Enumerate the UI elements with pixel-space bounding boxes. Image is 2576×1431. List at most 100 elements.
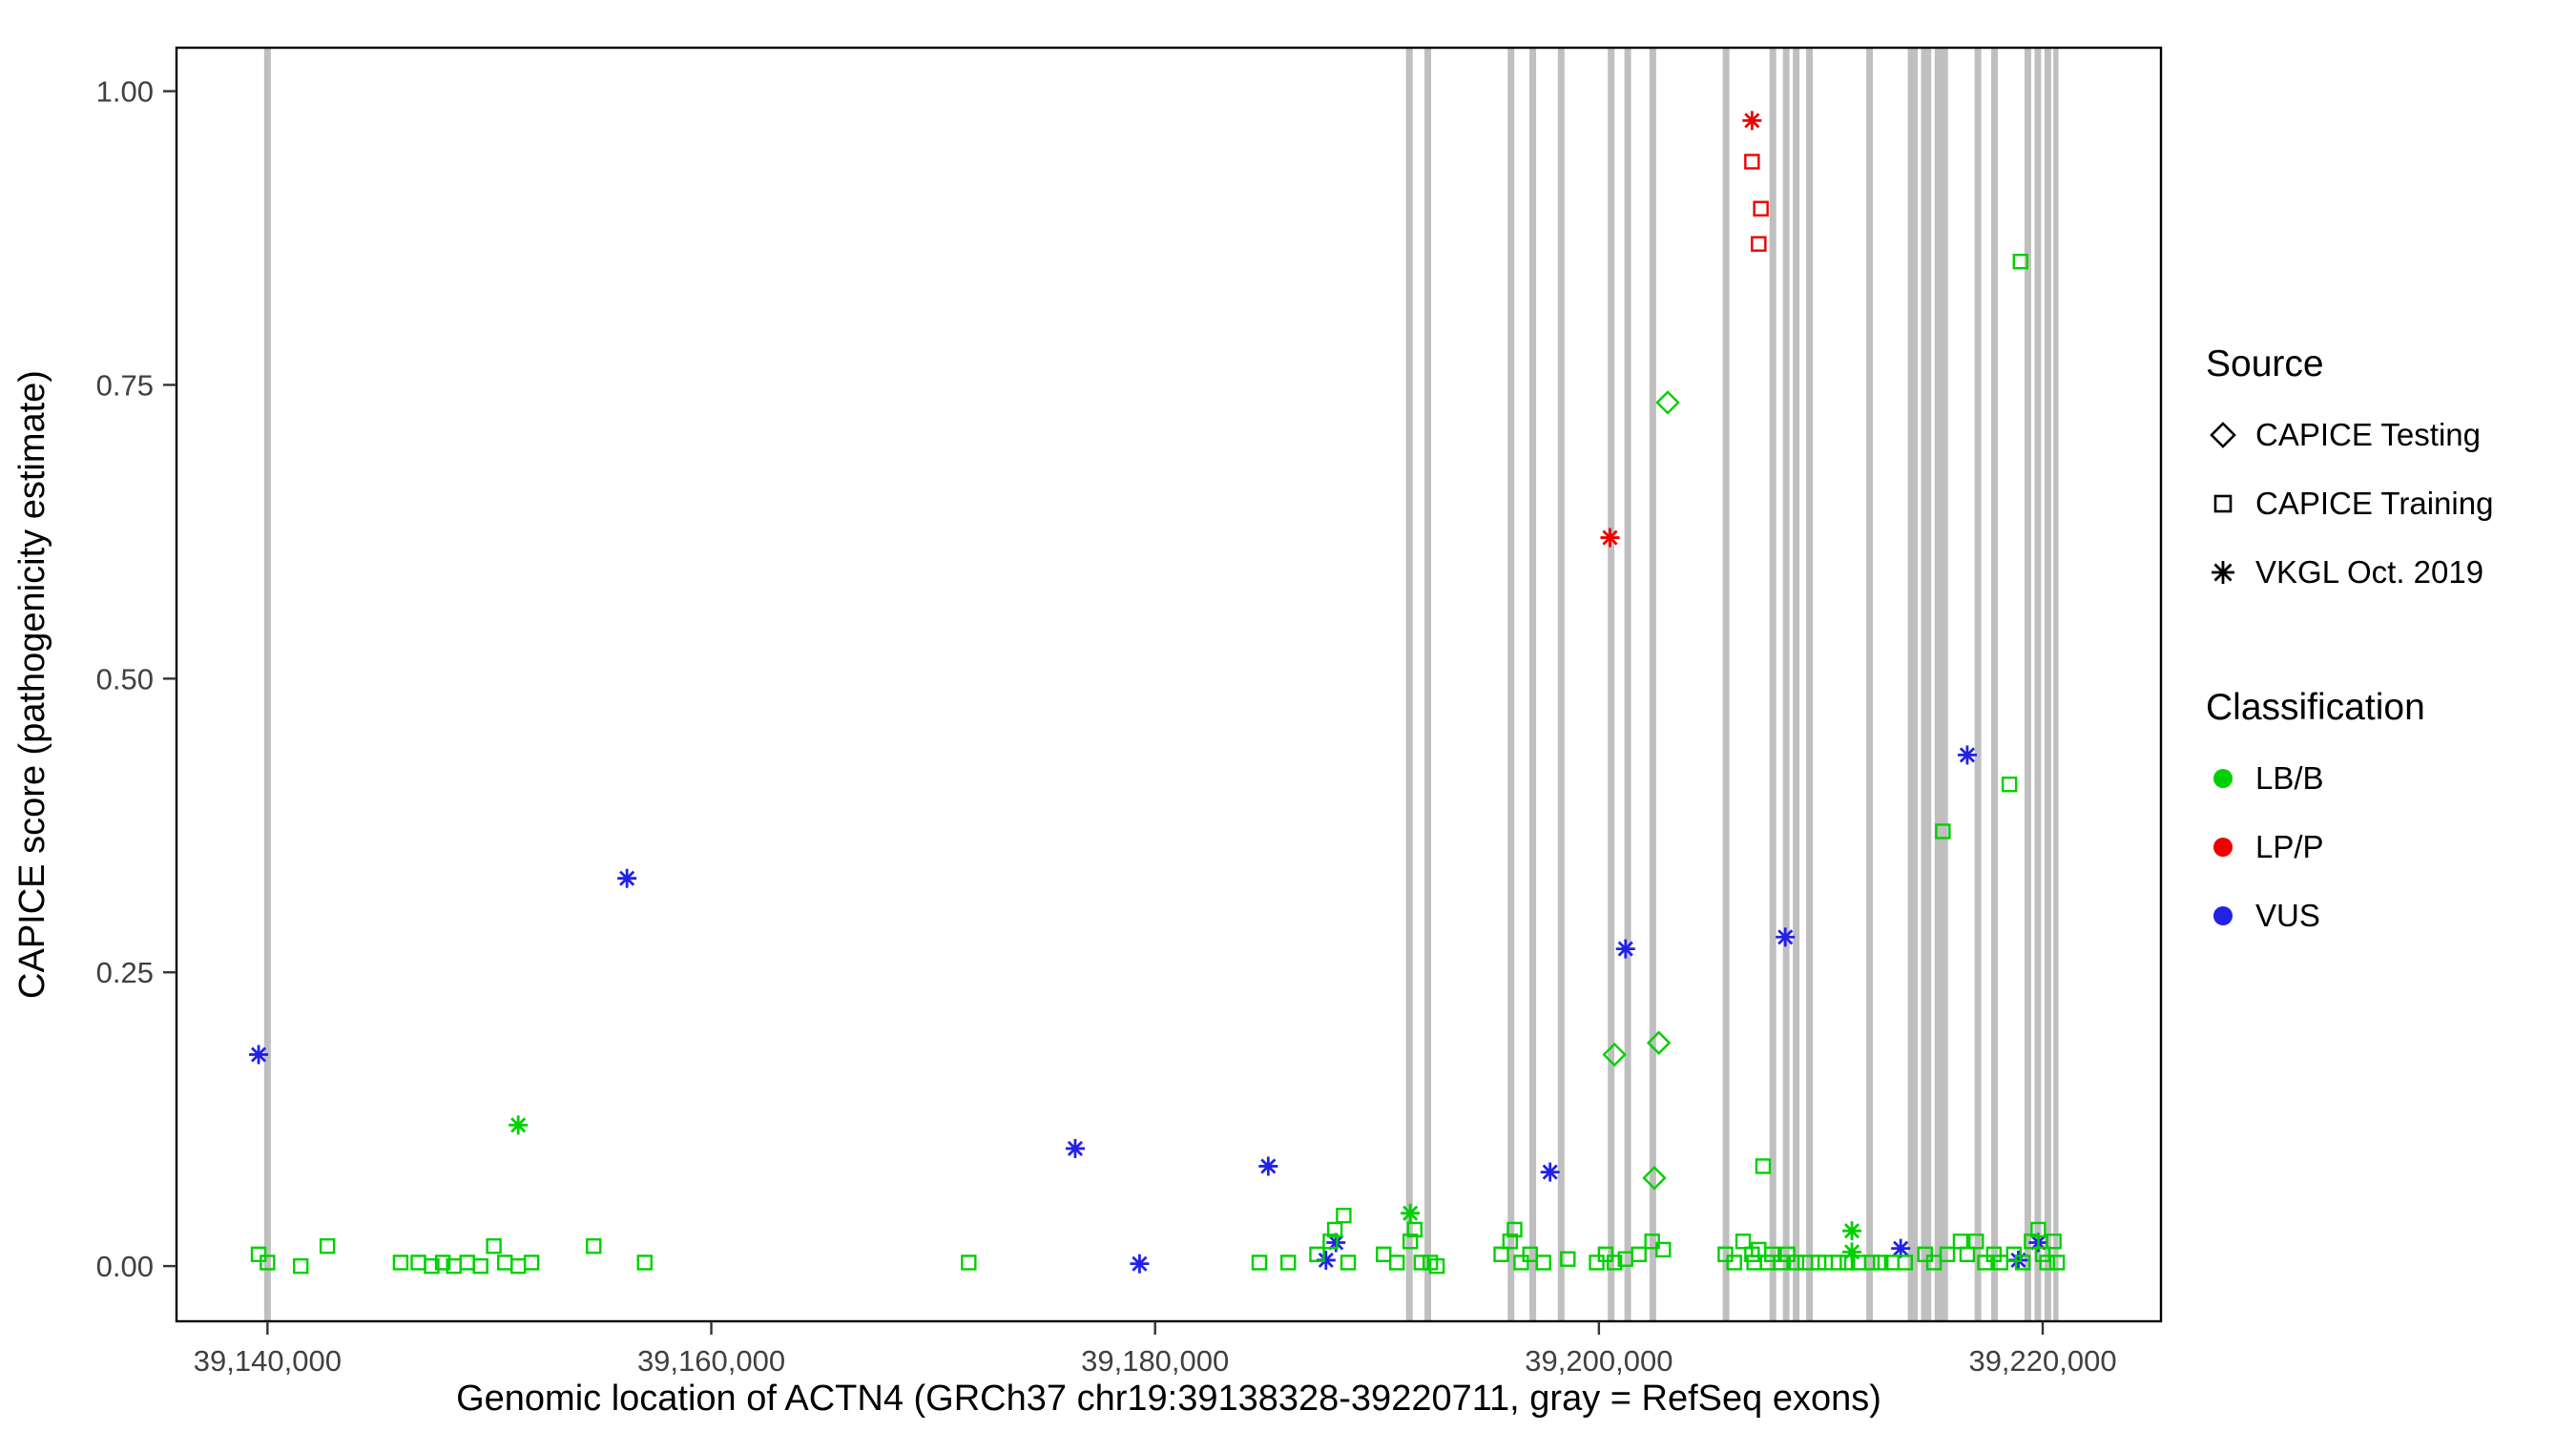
legend-item-vkgl: VKGL Oct. 2019 xyxy=(2206,538,2493,607)
data-point-square xyxy=(1764,1246,1780,1263)
data-point-square xyxy=(1935,823,1951,840)
data-point-asterisk xyxy=(1401,1203,1421,1223)
exon-bar xyxy=(1907,48,1919,1321)
data-point-square xyxy=(1992,1255,2009,1271)
data-point-square xyxy=(2034,1246,2051,1263)
exon-bar xyxy=(2024,48,2031,1321)
data-point-asterisk xyxy=(1776,927,1796,947)
data-point-square xyxy=(1644,1234,1660,1250)
lbb-color-dot-icon xyxy=(2206,761,2255,796)
data-point-asterisk xyxy=(1130,1254,1150,1274)
data-point-square xyxy=(1309,1246,1325,1263)
data-point-square xyxy=(1717,1246,1734,1263)
legend-item-label: CAPICE Testing xyxy=(2255,417,2481,452)
data-point-square xyxy=(1428,1257,1445,1275)
data-point-asterisk xyxy=(509,1115,529,1135)
exon-bar xyxy=(1866,48,1874,1321)
legend-spacer xyxy=(2206,607,2493,687)
data-point-square xyxy=(1753,200,1769,217)
data-point-asterisk xyxy=(1742,111,1762,131)
legend-item-lpp: LP/P xyxy=(2206,813,2493,881)
data-point-square xyxy=(1597,1246,1614,1263)
exon-bar xyxy=(1934,48,1948,1321)
diamond-icon xyxy=(2206,418,2255,452)
exon-bar xyxy=(1557,48,1565,1321)
exon-bar xyxy=(1782,48,1790,1321)
exon-bar xyxy=(1507,48,1515,1321)
data-point-square xyxy=(1917,1246,1933,1263)
legend-classification-title: Classification xyxy=(2206,687,2425,728)
exon-bar xyxy=(1649,48,1656,1321)
data-point-square xyxy=(1493,1246,1509,1263)
data-point-square xyxy=(1830,1255,1847,1271)
data-point-square xyxy=(1779,1246,1796,1263)
data-point-square xyxy=(1522,1246,1538,1263)
data-point-square xyxy=(1280,1255,1297,1271)
data-point-square xyxy=(1406,1221,1423,1238)
data-point-square xyxy=(1336,1207,1352,1224)
data-point-square xyxy=(2048,1255,2066,1271)
data-point-diamond xyxy=(1642,1166,1667,1191)
data-point-asterisk xyxy=(1065,1138,1085,1158)
data-point-square xyxy=(509,1257,527,1275)
data-point-square xyxy=(1655,1241,1672,1258)
data-point-asterisk xyxy=(1258,1156,1278,1176)
legend: Source CAPICE Testing CAPICE Training xyxy=(2206,343,2493,950)
data-point-square xyxy=(1952,1234,1969,1250)
data-point-square xyxy=(1925,1255,1942,1271)
data-point-square xyxy=(636,1255,653,1271)
data-point-asterisk xyxy=(249,1045,269,1065)
data-point-square xyxy=(1535,1255,1551,1271)
data-point-square xyxy=(1606,1255,1623,1271)
data-point-square xyxy=(1502,1234,1519,1250)
asterisk-icon xyxy=(2206,555,2255,590)
exon-bar xyxy=(2034,48,2042,1321)
data-point-square xyxy=(1839,1255,1856,1271)
legend-source-title: Source xyxy=(2206,343,2324,384)
data-point-square xyxy=(1251,1255,1268,1271)
x-tick-label: 39,160,000 xyxy=(637,1344,785,1378)
data-point-square xyxy=(1326,1221,1343,1238)
data-point-square xyxy=(1744,154,1760,170)
legend-item-label: LP/P xyxy=(2255,829,2324,864)
y-axis-title: CAPICE score (pathogenicity estimate) xyxy=(12,370,52,999)
exon-bar xyxy=(1921,48,1932,1321)
exon-bar xyxy=(1793,48,1800,1321)
data-point-square xyxy=(392,1255,409,1271)
x-tick-label: 39,200,000 xyxy=(1525,1344,1672,1378)
lpp-color-dot-icon xyxy=(2206,830,2255,864)
data-point-square xyxy=(2046,1234,2062,1250)
data-point-square xyxy=(2001,776,2018,793)
data-point-square xyxy=(1939,1246,1956,1263)
exon-bar xyxy=(263,48,271,1321)
data-point-square xyxy=(1413,1255,1429,1271)
data-point-square xyxy=(1340,1255,1357,1271)
data-point-asterisk xyxy=(1540,1162,1560,1182)
data-point-square xyxy=(1977,1255,1993,1271)
y-tick-label: 0.00 xyxy=(96,1250,154,1283)
data-point-square xyxy=(1968,1234,1984,1250)
data-point-square xyxy=(2005,1246,2022,1263)
data-point-square xyxy=(472,1257,488,1275)
data-point-square xyxy=(1589,1255,1605,1271)
data-point-square xyxy=(1726,1255,1742,1271)
legend-item-capice-training: CAPICE Training xyxy=(2206,469,2493,538)
data-point-asterisk xyxy=(1615,939,1635,959)
x-axis-title: Genomic location of ACTN4 (GRCh37 chr19:… xyxy=(456,1379,1881,1419)
exon-bar xyxy=(1722,48,1730,1321)
data-point-square xyxy=(1751,236,1767,252)
exon-bar xyxy=(2044,48,2051,1321)
data-point-square xyxy=(1506,1221,1523,1238)
data-point-square xyxy=(260,1255,276,1271)
data-point-square xyxy=(1402,1234,1419,1250)
data-point-diamond xyxy=(1655,390,1680,415)
data-point-square xyxy=(1513,1255,1529,1271)
y-tick-label: 1.00 xyxy=(96,75,154,109)
exon-bar xyxy=(1608,48,1615,1321)
data-point-square xyxy=(1959,1246,1976,1263)
data-point-square xyxy=(1897,1255,1914,1271)
data-point-square xyxy=(961,1255,977,1271)
data-point-square xyxy=(1735,1234,1752,1250)
